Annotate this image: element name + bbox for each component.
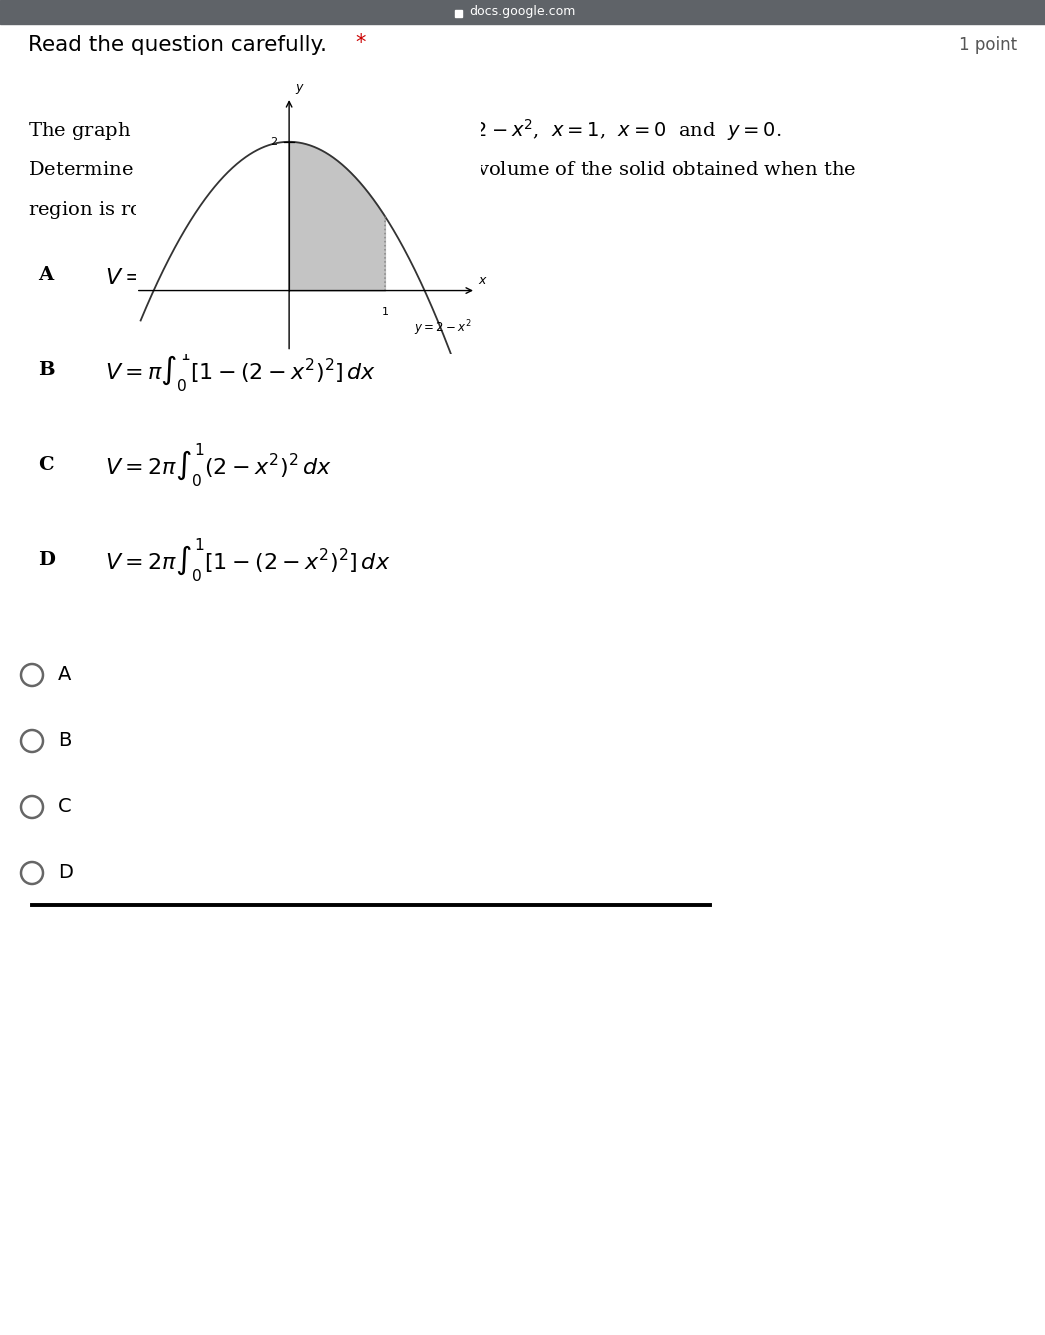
Bar	[455, 9, 462, 17]
Text: 2: 2	[271, 136, 278, 147]
Text: C: C	[38, 457, 53, 474]
Text: B: B	[38, 360, 54, 379]
Text: A: A	[38, 266, 53, 284]
Text: 1: 1	[381, 307, 389, 316]
Text: A: A	[59, 666, 71, 685]
Text: $y$: $y$	[295, 81, 305, 96]
Text: $x$: $x$	[478, 274, 488, 287]
Text: $V = \pi\int_0^{1} [1-(2-x^2)^2]\, dx$: $V = \pi\int_0^{1} [1-(2-x^2)^2]\, dx$	[104, 346, 376, 394]
Text: $V = \pi\int_0^{1} (2-x^2)^2\,dx$: $V = \pi\int_0^{1} (2-x^2)^2\,dx$	[104, 251, 318, 299]
Text: Determine the $\bf{CORRECT}$ formula to find the volume of the solid obtained wh: Determine the $\bf{CORRECT}$ formula to …	[28, 162, 856, 179]
Text: B: B	[59, 732, 71, 750]
Text: docs.google.com: docs.google.com	[469, 5, 575, 19]
Text: C: C	[59, 797, 72, 817]
Text: $y=2-x^2$: $y=2-x^2$	[414, 319, 471, 338]
Text: 1 point: 1 point	[959, 36, 1017, 53]
Text: D: D	[38, 551, 55, 569]
Text: Read the question carefully.: Read the question carefully.	[28, 35, 327, 55]
Text: $V = 2\pi\int_0^{1} [1-(2-x^2)^2]\, dx$: $V = 2\pi\int_0^{1} [1-(2-x^2)^2]\, dx$	[104, 537, 391, 583]
Text: *: *	[355, 33, 366, 53]
Bar	[0, 0, 1045, 24]
Text: D: D	[59, 864, 73, 882]
Text: region is rotated $2\pi$ about the $x$ - axis.: region is rotated $2\pi$ about the $x$ -…	[28, 199, 405, 222]
Text: The graph shows the region bounded by  $y=2-x^2$,  $x=1$,  $x=0$  and  $y=0$.: The graph shows the region bounded by $y…	[28, 117, 782, 143]
Text: $V = 2\pi\int_0^{1} (2-x^2)^2\,dx$: $V = 2\pi\int_0^{1} (2-x^2)^2\,dx$	[104, 441, 331, 489]
